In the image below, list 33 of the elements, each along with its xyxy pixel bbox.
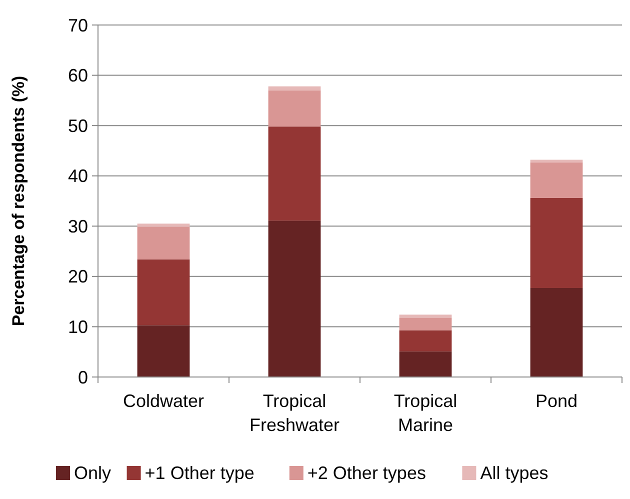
x-tick-label: Pond bbox=[535, 391, 578, 411]
x-tick-label: Coldwater bbox=[122, 391, 204, 411]
x-tick-label: Tropical Freshwater bbox=[249, 391, 340, 435]
bar bbox=[137, 226, 190, 260]
bar bbox=[137, 224, 190, 227]
bar bbox=[399, 330, 452, 352]
x-tick-label: Tropical Marine bbox=[394, 391, 458, 435]
bar bbox=[530, 198, 583, 288]
y-tick-label: 20 bbox=[68, 266, 88, 287]
bar bbox=[137, 259, 190, 326]
bar bbox=[137, 325, 190, 377]
y-tick-label: 70 bbox=[68, 15, 88, 36]
bar bbox=[268, 86, 321, 90]
y-tick-label: 40 bbox=[68, 166, 88, 186]
y-tick-label: 0 bbox=[78, 367, 88, 388]
bar bbox=[268, 220, 321, 377]
bar bbox=[530, 160, 583, 162]
bar bbox=[268, 90, 321, 127]
bar bbox=[399, 314, 452, 318]
bar bbox=[399, 351, 452, 377]
y-tick-label: 50 bbox=[68, 116, 88, 136]
y-axis-title: Percentage of respondents (%) bbox=[9, 76, 28, 326]
bar bbox=[530, 162, 583, 198]
y-tick-label: 60 bbox=[68, 66, 88, 86]
legend-label: All types bbox=[480, 463, 548, 483]
legend-label: Only bbox=[74, 463, 112, 483]
legend-label: +1 Other type bbox=[144, 463, 254, 483]
bar bbox=[530, 288, 583, 377]
bar bbox=[399, 318, 452, 330]
y-tick-label: 30 bbox=[68, 216, 88, 236]
legend-label: +2 Other types bbox=[307, 463, 426, 483]
bar bbox=[268, 126, 321, 221]
y-tick-label: 10 bbox=[68, 317, 88, 338]
